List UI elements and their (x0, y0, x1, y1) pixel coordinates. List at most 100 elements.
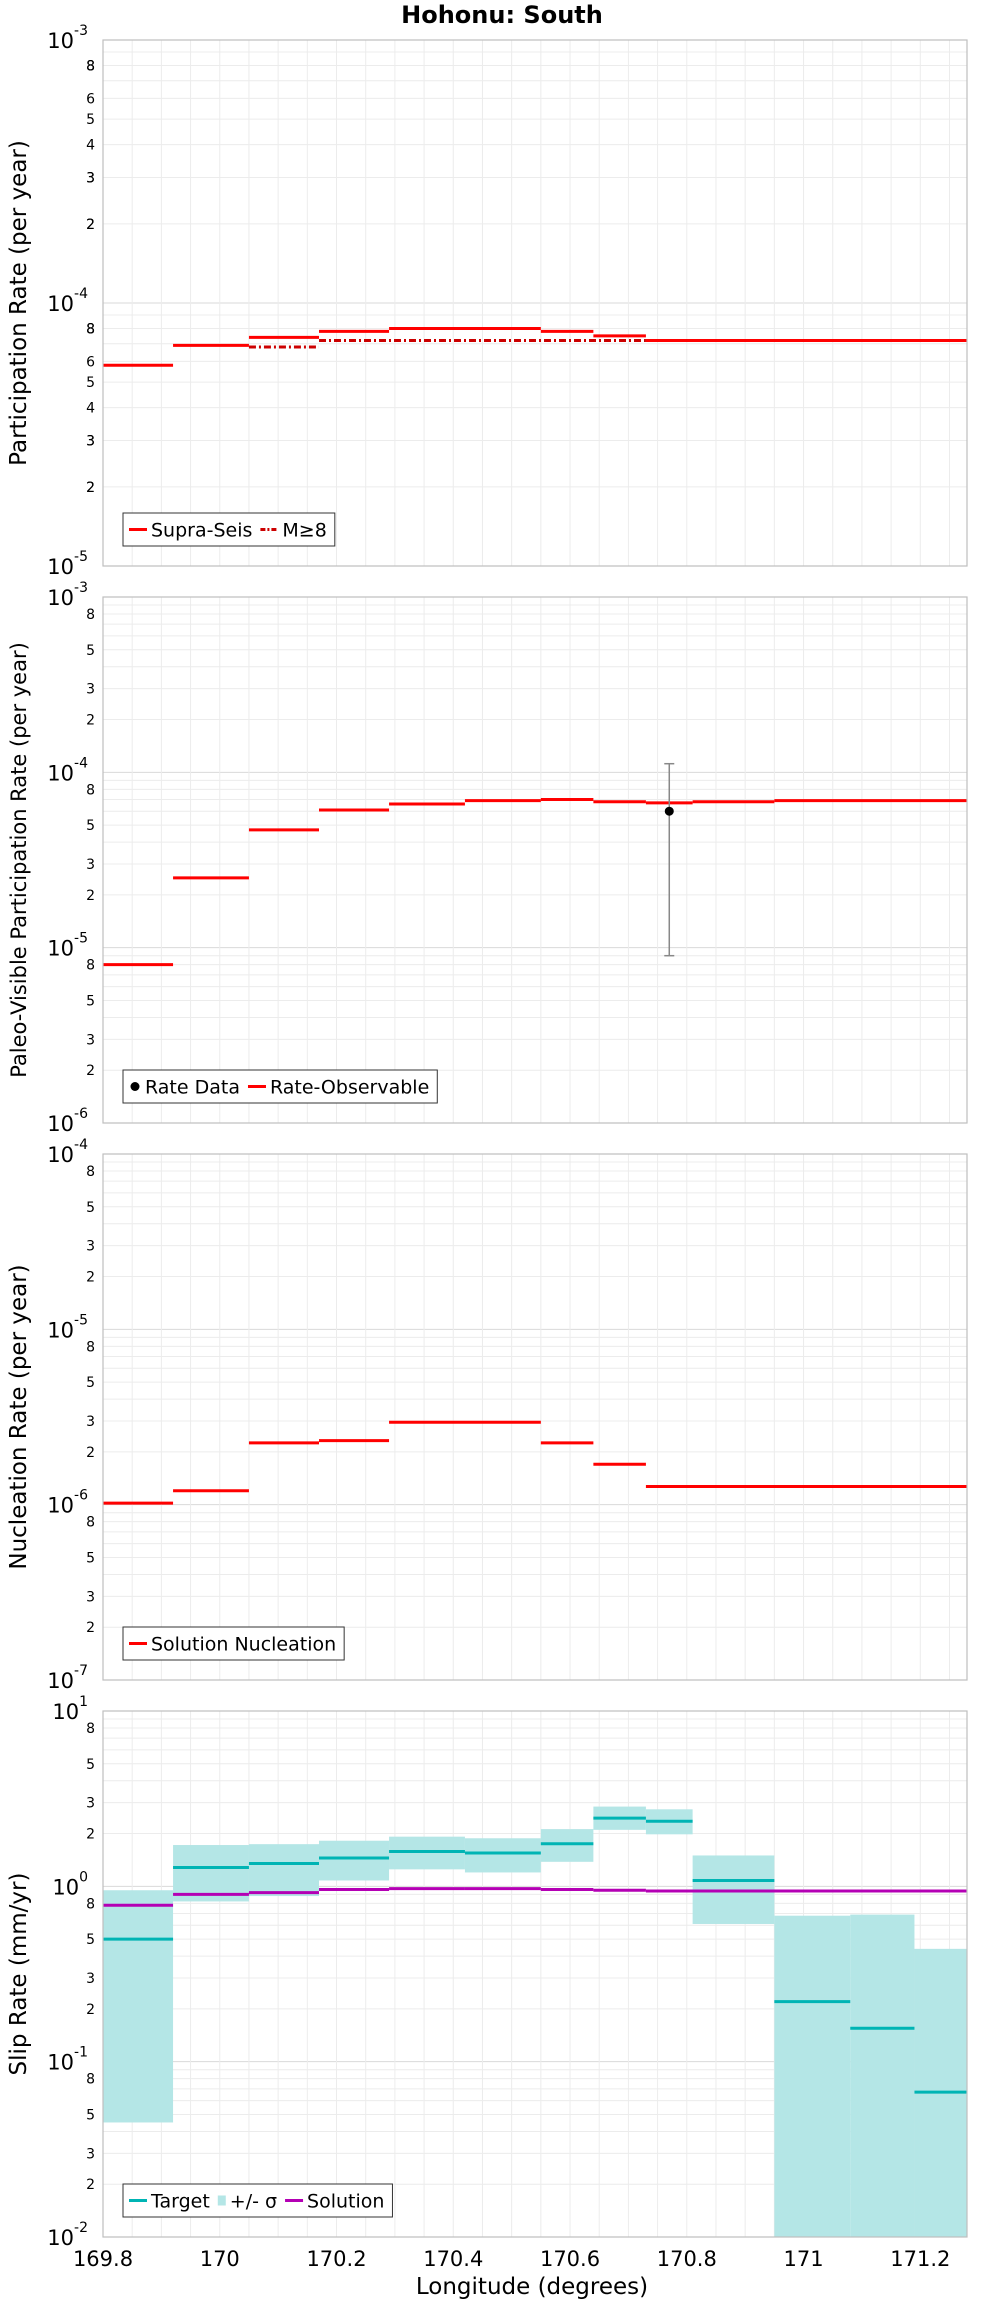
y-minor-tick-label: 8 (86, 321, 95, 337)
legend-label: Solution Nucleation (151, 1634, 336, 1656)
gridlines (103, 597, 967, 1123)
legend-box (122, 1069, 438, 1104)
y-tick-exponent: -6 (74, 1488, 88, 1504)
legend-box (122, 1626, 345, 1661)
y-tick-label: 10-5 (47, 931, 88, 961)
y-minor-tick-label: 2 (86, 1063, 95, 1079)
plot-area (103, 597, 967, 1123)
y-minor-tick-label: 2 (86, 888, 95, 904)
legend: Supra-Seis M≥8 (122, 512, 336, 547)
x-tick-label: 171.2 (890, 2247, 950, 2271)
legend-marker (217, 2195, 226, 2206)
legend-label: Rate Data (145, 1077, 240, 1099)
y-minor-tick-label: 3 (86, 2146, 95, 2162)
y-minor-tick-label: 2 (86, 1445, 95, 1461)
y-minor-tick-label: 2 (86, 2177, 95, 2193)
chart-panel-2: 10-6235810-5235810-4235810-3Paleo-Visibl… (7, 580, 968, 1136)
x-axis-label: Longitude (degrees) (416, 2274, 648, 2300)
y-minor-tick-label: 3 (86, 1589, 95, 1605)
y-tick-exponent: -4 (74, 755, 88, 771)
legend-box (122, 512, 336, 547)
y-minor-tick-label: 2 (86, 480, 95, 496)
plot-frame (102, 39, 968, 567)
y-tick-label: 10-5 (47, 549, 88, 579)
x-tick-label: 170.6 (540, 2247, 600, 2271)
y-minor-tick-label: 3 (86, 1414, 95, 1430)
plot-frame (102, 1710, 968, 2238)
y-tick-label: 10-7 (47, 1663, 88, 1693)
series-line (103, 1816, 967, 2094)
y-minor-tick-label: 5 (86, 375, 95, 391)
x-tick-label: 169.8 (73, 2247, 133, 2271)
y-minor-tick-label: 5 (86, 112, 95, 128)
legend-label: Solution (307, 2191, 384, 2213)
y-minor-tick-label: 5 (86, 1375, 95, 1391)
legend-label: +/- σ (230, 2191, 277, 2213)
y-minor-tick-label: 8 (86, 607, 95, 623)
y-tick-label: 10-4 (47, 755, 88, 785)
y-axis-label: Slip Rate (mm/yr) (6, 1873, 32, 2076)
y-tick-exponent: -1 (74, 2045, 88, 2061)
series-line (248, 339, 646, 349)
y-minor-tick-label: 2 (86, 217, 95, 233)
y-tick-label: 10-4 (47, 286, 88, 316)
legend-label: Rate-Observable (270, 1077, 429, 1099)
y-minor-tick-label: 5 (86, 1932, 95, 1948)
y-minor-tick-label: 8 (86, 1515, 95, 1531)
y-minor-tick-label: 5 (86, 1200, 95, 1216)
series-line (103, 1420, 967, 1505)
y-tick-label: 10-6 (47, 1488, 88, 1518)
y-minor-tick-label: 6 (86, 354, 95, 370)
y-minor-tick-label: 2 (86, 1270, 95, 1286)
series-line (103, 797, 967, 967)
y-tick-exponent: 0 (79, 1869, 88, 1885)
y-minor-tick-label: 2 (86, 1827, 95, 1843)
legend-marker (130, 1082, 140, 1091)
y-minor-tick-label: 3 (86, 434, 95, 450)
y-minor-tick-label: 5 (86, 2107, 95, 2123)
y-minor-tick-label: 8 (86, 2072, 95, 2088)
y-minor-tick-label: 5 (86, 1550, 95, 1566)
legend-label: Supra-Seis (151, 520, 252, 542)
y-minor-tick-label: 3 (86, 171, 95, 187)
sigma-band-segment (774, 1915, 851, 2237)
y-tick-label: 10-3 (47, 23, 88, 53)
legend-label: M≥8 (282, 520, 326, 542)
y-minor-tick-label: 3 (86, 1796, 95, 1812)
y-tick-exponent: -2 (74, 2220, 88, 2236)
y-minor-tick-label: 5 (86, 818, 95, 834)
y-tick-label: 10-1 (47, 2045, 88, 2075)
plot-frame (102, 1153, 968, 1681)
y-minor-tick-label: 8 (86, 58, 95, 74)
sigma-band-segment (464, 1838, 541, 1873)
y-axis-label: Paleo-Visible Participation Rate (per ye… (7, 642, 31, 1078)
x-tick-label: 170.2 (306, 2247, 366, 2271)
series-line (103, 1887, 967, 1907)
legend-box (122, 2183, 393, 2218)
y-minor-tick-label: 8 (86, 958, 95, 974)
x-tick-labels: 169.8 170 170.2 170.4 170.6 170.8 171 171.2 (73, 2247, 950, 2271)
y-tick-exponent: -6 (74, 1106, 88, 1122)
y-minor-tick-label: 5 (86, 1757, 95, 1773)
y-tick-label: 10-6 (47, 1106, 88, 1136)
y-tick-exponent: -4 (74, 286, 88, 302)
y-minor-tick-label: 4 (86, 138, 95, 154)
data-point (664, 806, 674, 816)
y-tick-exponent: -5 (74, 549, 88, 565)
y-minor-tick-label: 2 (86, 217, 95, 233)
y-minor-tick-label: 3 (86, 171, 95, 187)
sigma-band-segment (173, 1845, 249, 1902)
y-minor-tick-label: 2 (86, 1620, 95, 1636)
y-minor-tick-label: 6 (86, 91, 95, 107)
y-minor-tick-label: 8 (86, 782, 95, 798)
x-tick-label: 170 (200, 2247, 240, 2271)
y-minor-tick-label: 2 (86, 480, 95, 496)
y-minor-tick-label: 3 (86, 682, 95, 698)
legend: Target +/- σ Solution (122, 2183, 393, 2218)
y-minor-tick-label: 2 (86, 2002, 95, 2018)
y-tick-label: 10-2 (47, 2220, 88, 2250)
